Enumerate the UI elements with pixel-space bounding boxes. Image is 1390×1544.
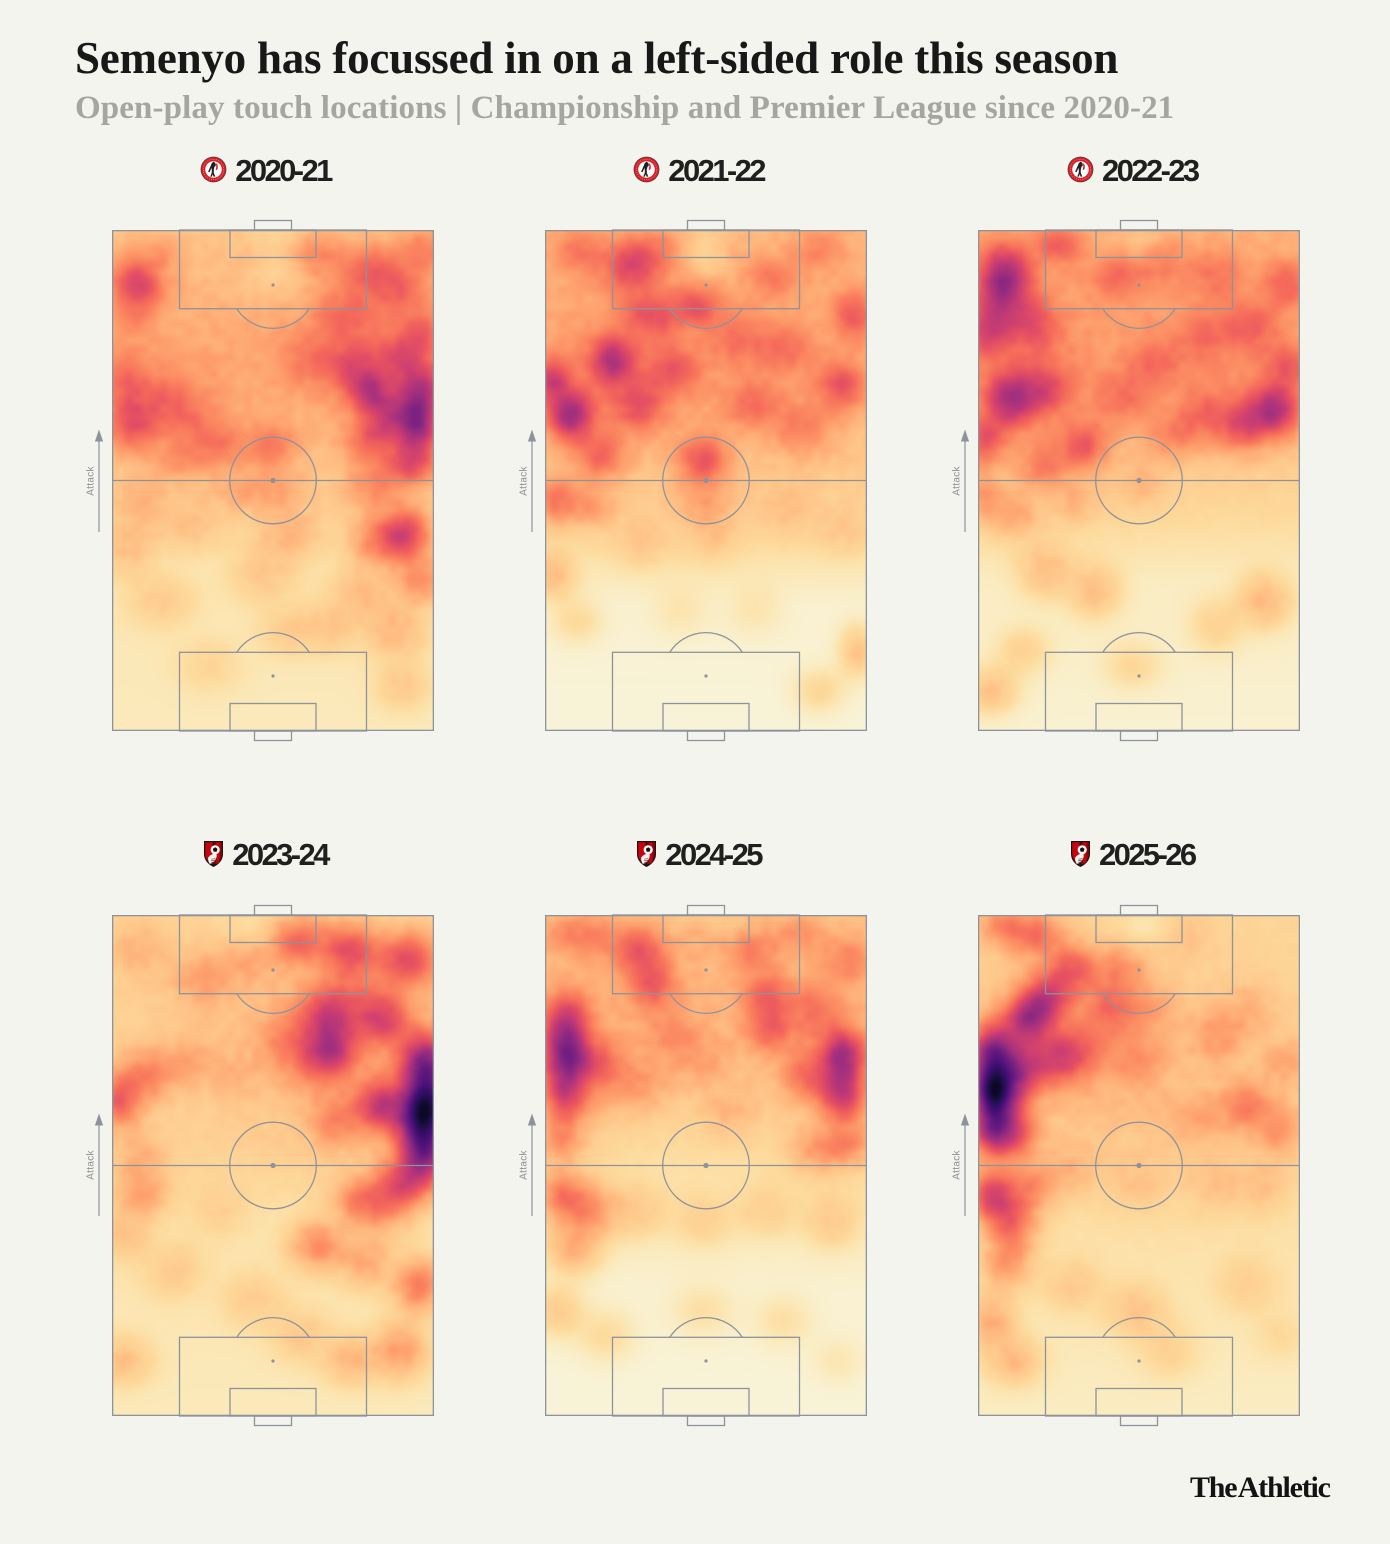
- svg-text:Attack: Attack: [952, 465, 963, 495]
- svg-text:Attack: Attack: [519, 1150, 530, 1180]
- svg-text:Attack: Attack: [86, 1150, 97, 1180]
- svg-text:Attack: Attack: [86, 465, 97, 495]
- svg-text:Attack: Attack: [952, 1150, 963, 1180]
- svg-text:Attack: Attack: [519, 465, 530, 495]
